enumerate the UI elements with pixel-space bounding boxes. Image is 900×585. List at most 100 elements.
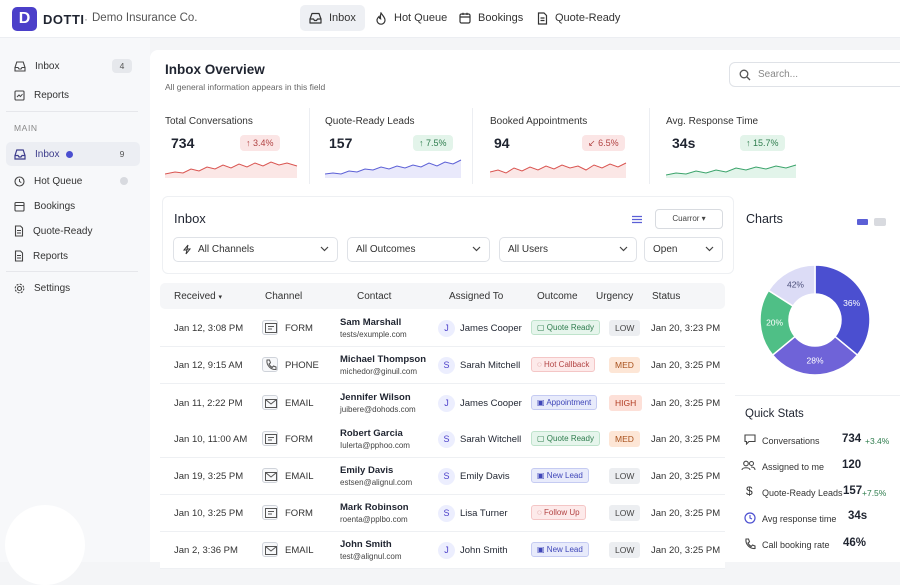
avatar: J [438,542,455,559]
sidebar-item-reports-top[interactable]: Reports [6,83,140,107]
column-urgency[interactable]: Urgency [596,291,634,302]
sidebar-item-inbox-top[interactable]: Inbox 4 [6,54,140,78]
pie-slice[interactable] [771,335,859,376]
received-cell: Jan 2, 3:36 PM [174,545,238,556]
chart-toggle-icons[interactable] [857,217,887,227]
kpi-value: 734 [171,135,195,151]
contact-name[interactable]: Michael Thompson [340,354,427,365]
list-view-icon[interactable] [631,215,643,224]
report-icon [14,89,25,101]
filter-users[interactable]: All Users [499,237,637,262]
form-icon [262,431,278,446]
channel-label: EMAIL [285,398,314,409]
search-input[interactable]: Search... [729,62,900,87]
kpi-value: 94 [494,135,510,151]
kpi-card-quote-ready: Quote-Ready Leads 157 ↑ 7.5% [325,108,473,184]
contact-name[interactable]: Emily Davis [340,465,394,476]
chat-icon [744,434,756,445]
sidebar-item-label: Inbox [35,148,60,160]
assigned-agent: Sarah Witchell [460,434,522,445]
clock-icon [14,175,25,187]
filter-label: All Users [508,244,549,255]
kpi-card-total-conversations: Total Conversations 734 ↑ 3.4% [165,108,310,184]
channel-label: EMAIL [285,545,314,556]
column-status[interactable]: Status [652,291,681,302]
chevron-down-icon [320,246,329,252]
status-cell: Jan 20, 3:25 PM [651,508,721,519]
pie-slice[interactable] [814,264,871,357]
clock-icon [744,512,756,524]
contact-name[interactable]: John Smith [340,539,392,550]
channel-label: EMAIL [285,471,314,482]
sidebar-item-reports[interactable]: Reports [6,244,140,268]
contact-email[interactable]: michedor@ginuil.com [340,367,418,376]
contact-email[interactable]: roenta@pplbo.com [340,515,408,524]
contact-email[interactable]: estsen@alignul.com [340,478,413,487]
kpi-card-booked-appointments: Booked Appointments 94 ↙ 6.5% [490,108,650,184]
column-received[interactable]: Received ▾ [174,291,222,302]
column-assigned[interactable]: Assigned To [449,291,504,302]
contact-name[interactable]: Mark Robinson [340,502,409,513]
kpi-delta-badge: ↑ 3.4% [240,135,280,151]
pie-slice-label: 36% [843,298,860,308]
kpi-delta-value: 15.7% [753,138,779,148]
kpi-value: 34s [672,135,696,151]
outcome-badge: ◌ Follow Up [531,505,586,520]
column-outcome[interactable]: Outcome [537,291,578,302]
document-icon [537,11,548,25]
sidebar-item-label: Settings [34,282,71,294]
sidebar-item-bookings[interactable]: Bookings [6,194,140,218]
avatar: S [438,357,455,374]
contact-name[interactable]: Sam Marshall [340,317,402,328]
brand-name: DOTTI [43,12,85,27]
arrow-down-left-icon: ↙ [588,138,596,148]
filter-outcomes[interactable]: All Outcomes [347,237,490,262]
quick-stat-label: Assigned to me [762,462,825,472]
sidebar-item-quote-ready[interactable]: Quote-Ready [6,219,140,243]
contact-name[interactable]: Robert Garcia [340,428,403,439]
nav-tab-bookings[interactable]: Bookings [450,5,532,31]
nav-tab-hot-queue[interactable]: Hot Queue [366,5,456,31]
outcome-badge: ▢ Quote Ready [531,431,600,446]
status-cell: Jan 20, 3:25 PM [651,360,721,371]
avatar: S [438,431,455,448]
outcome-badge: ▣ New Lead [531,468,589,483]
filter-status[interactable]: Open [644,237,723,262]
chevron-down-icon [705,246,714,252]
page-title: Inbox Overview [165,62,265,77]
brand-logo[interactable]: D [12,7,37,31]
contact-email[interactable]: Iulerta@pphoo.com [340,441,410,450]
sidebar-item-inbox[interactable]: Inbox 9 [6,142,140,166]
count-badge: 4 [112,59,132,73]
column-label: Received [174,291,216,302]
sidebar-item-settings[interactable]: Settings [6,276,140,300]
sidebar-item-hot-queue[interactable]: Hot Queue [6,169,140,193]
contact-email[interactable]: test@alignul.com [340,552,402,561]
filter-channels[interactable]: All Channels [173,237,338,262]
period-dropdown[interactable]: Cuarror ▾ [655,209,723,229]
outcome-badge: ◌ Hot Callback [531,357,596,372]
quick-stat-delta: +3.4% [865,436,890,446]
contact-name[interactable]: Jennifer Wilson [340,392,411,403]
gear-icon [14,283,25,293]
nav-tab-inbox[interactable]: Inbox [300,5,365,31]
phone-icon [262,357,278,372]
sidebar-divider [6,271,138,272]
nav-tab-label: Inbox [329,12,356,24]
email-icon [262,468,278,483]
caret-down-icon: ▾ [701,214,706,223]
outcome-badge: ▣ Appointment [531,395,598,410]
channel-label: PHONE [285,360,319,371]
column-channel[interactable]: Channel [265,291,303,302]
outcome-icon: ▣ [537,398,545,407]
nav-tab-quote-ready[interactable]: Quote-Ready [528,5,629,31]
contact-email[interactable]: juibere@dohods.com [340,405,416,414]
calendar-icon [459,12,471,24]
column-contact[interactable]: Contact [357,291,392,302]
avatar: S [438,505,455,522]
pie-slice[interactable] [767,264,816,308]
contact-email[interactable]: tests/exumple.com [340,330,407,339]
search-icon [739,69,751,80]
quick-stat-delta: +7.5% [862,488,887,498]
urgency-badge: MED [609,431,640,447]
